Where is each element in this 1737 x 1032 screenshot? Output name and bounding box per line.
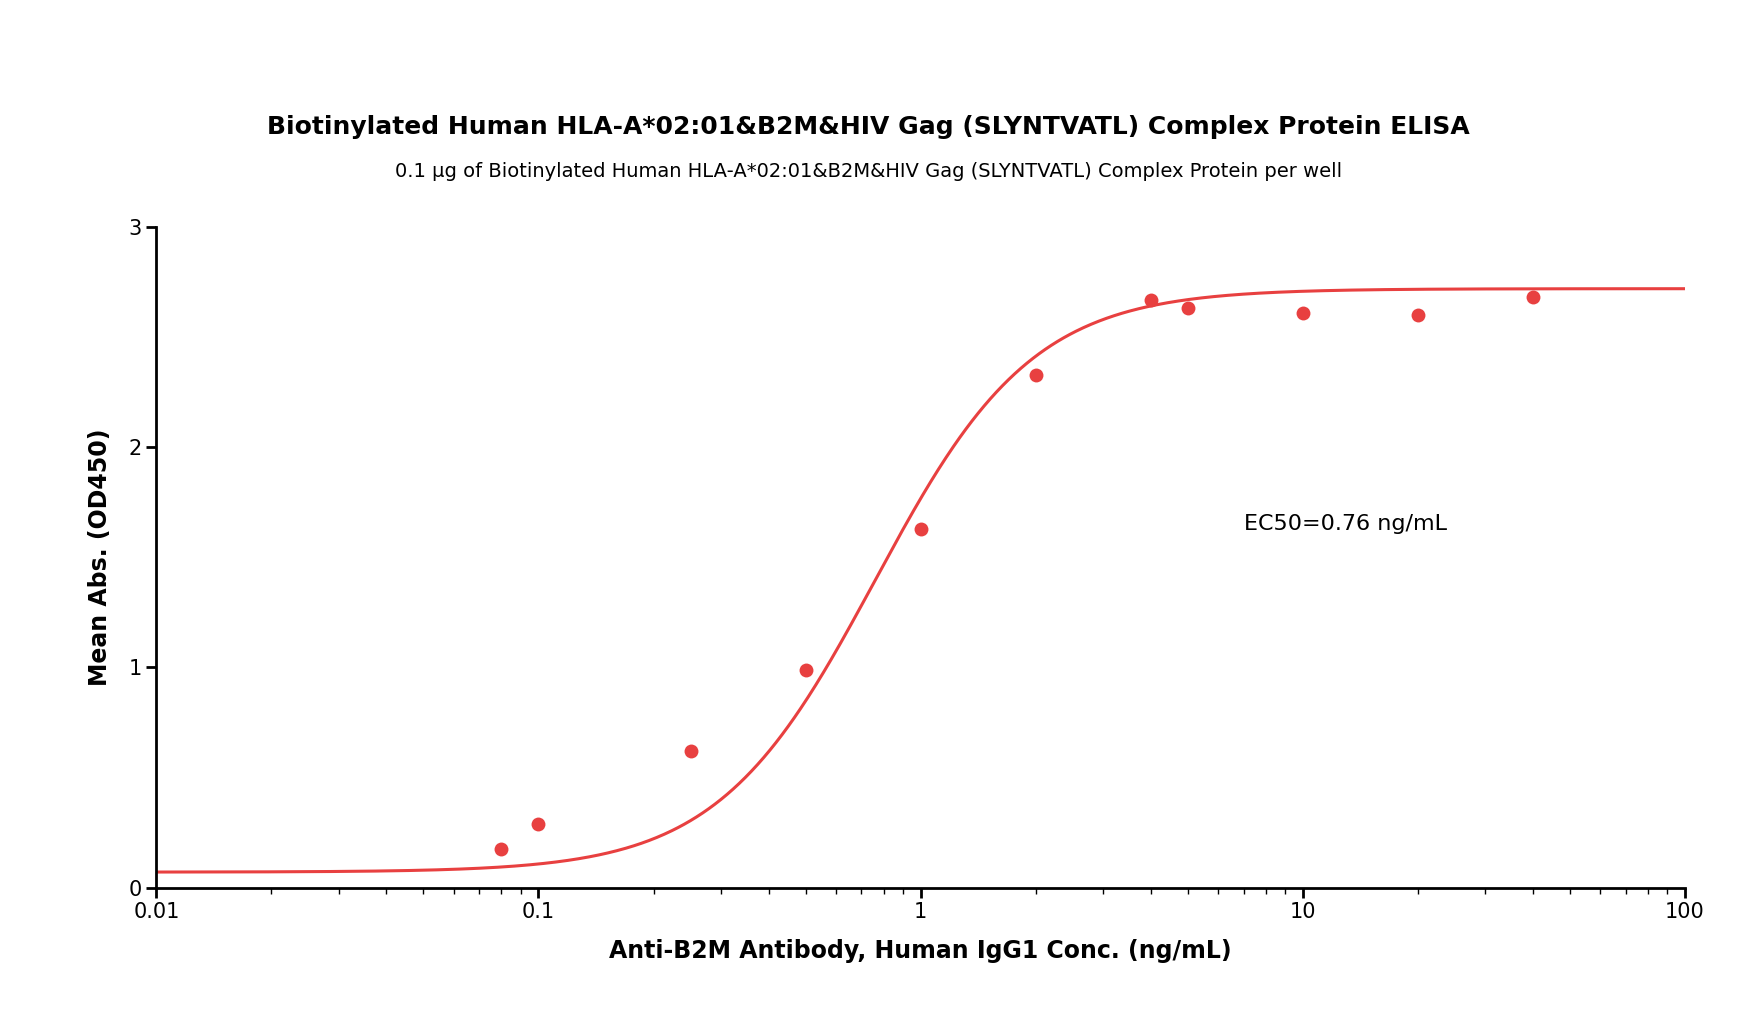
Point	[907, 520, 935, 537]
Text: EC50=0.76 ng/mL: EC50=0.76 ng/mL	[1244, 514, 1447, 535]
Point	[488, 841, 516, 858]
Point	[1174, 300, 1202, 317]
Point	[1518, 289, 1546, 305]
Point	[792, 662, 820, 678]
Point	[1289, 304, 1317, 321]
X-axis label: Anti-B2M Antibody, Human IgG1 Conc. (ng/mL): Anti-B2M Antibody, Human IgG1 Conc. (ng/…	[610, 939, 1232, 963]
Point	[1021, 366, 1049, 383]
Y-axis label: Mean Abs. (OD450): Mean Abs. (OD450)	[89, 428, 111, 686]
Point	[525, 815, 552, 832]
Point	[1403, 307, 1431, 323]
Text: Biotinylated Human HLA-A*02:01&B2M&HIV Gag (SLYNTVATL) Complex Protein ELISA: Biotinylated Human HLA-A*02:01&B2M&HIV G…	[267, 116, 1470, 139]
Point	[677, 743, 705, 760]
Text: 0.1 μg of Biotinylated Human HLA-A*02:01&B2M&HIV Gag (SLYNTVATL) Complex Protein: 0.1 μg of Biotinylated Human HLA-A*02:01…	[394, 162, 1343, 181]
Point	[1136, 291, 1164, 308]
